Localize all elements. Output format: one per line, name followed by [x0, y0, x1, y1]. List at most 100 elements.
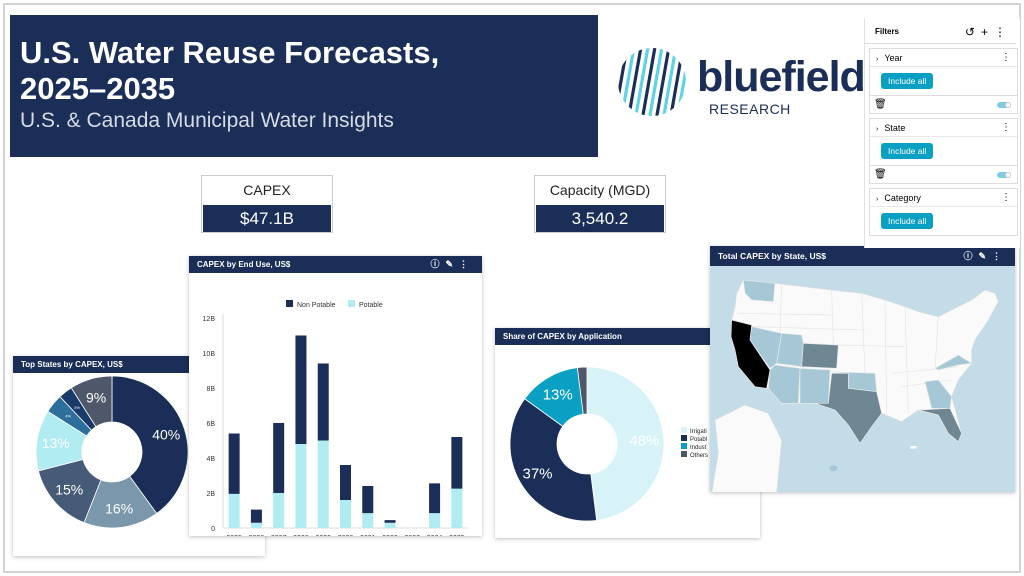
slice-label: 16% [105, 501, 133, 517]
legend-label[interactable]: Potable [359, 302, 383, 309]
state-wa[interactable] [742, 279, 776, 303]
kpi-capacity: Capacity (MGD) 3,540.2 [534, 175, 666, 233]
legend-swatch [681, 443, 687, 449]
filter-state: › State ⋮ Include all [869, 118, 1018, 166]
logo-subtitle: RESEARCH [709, 101, 791, 117]
filters-title: Filters [875, 27, 900, 36]
include-all-button[interactable]: Include all [881, 213, 934, 229]
filter-header[interactable]: › Year ⋮ [870, 49, 1017, 67]
state-tx[interactable] [814, 373, 883, 444]
state-ca[interactable] [730, 319, 771, 389]
top-states-donut: 40% 16% 15% 13% 4%3% 9% [35, 375, 189, 529]
donut-slice-1[interactable] [509, 398, 598, 522]
legend-swatch [681, 427, 687, 433]
more-icon[interactable]: ⋮ [992, 251, 1007, 261]
more-icon[interactable]: ⋮ [1001, 52, 1011, 63]
kpi-capex: CAPEX $47.1B [201, 175, 333, 233]
page-subtitle: U.S. & Canada Municipal Water Insights [20, 109, 394, 132]
bar-potable-2025[interactable] [228, 493, 240, 528]
slice-label: 3% [74, 405, 80, 410]
y-tick-label: 8B [206, 386, 215, 393]
x-tick-label: 2026 [249, 535, 265, 536]
filter-toggle[interactable] [997, 172, 1011, 178]
x-tick-label: 2030 [338, 535, 354, 536]
info-icon[interactable]: ⓘ [963, 251, 979, 261]
bar-non-potable-2035[interactable] [451, 437, 463, 489]
state-fl[interactable] [918, 407, 963, 443]
state-ut[interactable] [776, 332, 804, 368]
edit-icon[interactable]: ✎ [978, 251, 992, 261]
slice-label: 15% [55, 482, 83, 498]
reset-icon[interactable]: ↺ [964, 25, 981, 39]
state-hi[interactable] [829, 465, 838, 472]
filter-footer: 🗑 [869, 96, 1018, 114]
bar-non-potable-2029[interactable] [317, 363, 329, 441]
legend-label[interactable]: Potabl [690, 437, 707, 443]
bar-potable-2027[interactable] [273, 493, 285, 528]
bar-potable-2034[interactable] [429, 513, 441, 528]
kpi-value: $47.1B [203, 205, 331, 232]
x-tick-label: 2031 [360, 535, 376, 536]
donut-slice-0[interactable] [586, 366, 665, 521]
filter-header[interactable]: › State ⋮ [870, 119, 1017, 137]
share-capex-donut: 48% 37% 13% Irrigati Potabl Indust Others [509, 366, 708, 522]
state-ak[interactable] [711, 404, 783, 492]
bar-non-potable-2032[interactable] [384, 520, 396, 523]
trash-icon[interactable]: 🗑 [874, 169, 887, 180]
bar-potable-2035[interactable] [451, 488, 463, 528]
slice-label: 9% [86, 389, 106, 405]
donut-slice-0[interactable] [111, 375, 189, 515]
include-all-button[interactable]: Include all [881, 143, 934, 159]
state-va[interactable] [934, 354, 973, 371]
legend-label[interactable]: Non Potable [297, 302, 336, 309]
state-co[interactable] [801, 342, 839, 369]
bar-non-potable-2026[interactable] [250, 509, 262, 523]
edit-icon[interactable]: ✎ [445, 259, 459, 269]
bar-potable-2028[interactable] [295, 444, 307, 528]
legend-label[interactable]: Others [690, 453, 708, 459]
capex-end-use-panel: CAPEX by End Use, US$ ⓘ✎⋮ 0 2B 4B 6B 8B 10B 12… [189, 256, 482, 542]
state-az[interactable] [767, 364, 801, 404]
bar-potable-2029[interactable] [317, 440, 329, 529]
x-tick-label: 2032 [382, 535, 398, 536]
donut-slice-6[interactable] [70, 375, 113, 428]
y-tick-label: 2B [206, 491, 215, 498]
filter-toggle[interactable] [997, 102, 1011, 108]
state-ga[interactable] [924, 379, 953, 409]
bar-non-potable-2031[interactable] [362, 486, 374, 514]
logo-wordmark: bluefield [697, 53, 866, 101]
bar-potable-2032[interactable] [384, 522, 396, 528]
more-icon[interactable]: ⋮ [1001, 192, 1011, 203]
more-icon[interactable]: ⋮ [994, 25, 1012, 39]
bluefield-logo: bluefield RESEARCH [612, 45, 866, 120]
state-nm[interactable] [799, 367, 831, 404]
y-tick-label: 10B [203, 351, 216, 358]
add-filter-icon[interactable]: + [980, 25, 994, 39]
us-choropleth-map[interactable] [710, 246, 1015, 492]
bar-potable-2030[interactable] [340, 500, 351, 528]
more-icon[interactable]: ⋮ [459, 259, 474, 269]
chevron-right-icon: › [876, 126, 879, 133]
more-icon[interactable]: ⋮ [1001, 122, 1011, 133]
puerto-rico [910, 446, 917, 449]
bar-non-potable-2030[interactable] [340, 465, 351, 500]
bar-potable-2031[interactable] [362, 513, 374, 528]
bar-non-potable-2027[interactable] [273, 423, 285, 493]
slice-label: 13% [543, 387, 573, 404]
bar-non-potable-2034[interactable] [429, 483, 441, 514]
chevron-right-icon: › [876, 56, 879, 63]
trash-icon[interactable]: 🗑 [874, 99, 887, 110]
legend-swatch [286, 300, 293, 307]
slice-label: 48% [629, 432, 659, 449]
filter-header[interactable]: › Category ⋮ [870, 189, 1017, 207]
bar-non-potable-2025[interactable] [228, 433, 240, 494]
x-tick-label: 2035 [449, 535, 465, 536]
bar-non-potable-2028[interactable] [295, 335, 307, 445]
legend-label[interactable]: Indust [690, 445, 707, 451]
include-all-button[interactable]: Include all [881, 73, 934, 89]
info-icon[interactable]: ⓘ [430, 259, 446, 269]
legend-label[interactable]: Irrigati [690, 429, 707, 435]
slice-label: 4% [65, 414, 71, 419]
bar-potable-2026[interactable] [250, 522, 262, 528]
donut-slice-3[interactable] [576, 366, 588, 415]
